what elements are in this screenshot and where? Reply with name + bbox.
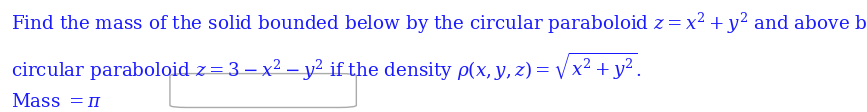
FancyBboxPatch shape <box>170 74 356 108</box>
Text: Find the mass of the solid bounded below by the circular paraboloid $z = x^2 + y: Find the mass of the solid bounded below… <box>11 11 867 36</box>
Text: Mass $= \pi$: Mass $= \pi$ <box>11 92 102 110</box>
Text: circular paraboloid $z = 3 - x^2 - y^2$ if the density $\rho(x, y, z) = \sqrt{x^: circular paraboloid $z = 3 - x^2 - y^2$ … <box>11 50 642 82</box>
